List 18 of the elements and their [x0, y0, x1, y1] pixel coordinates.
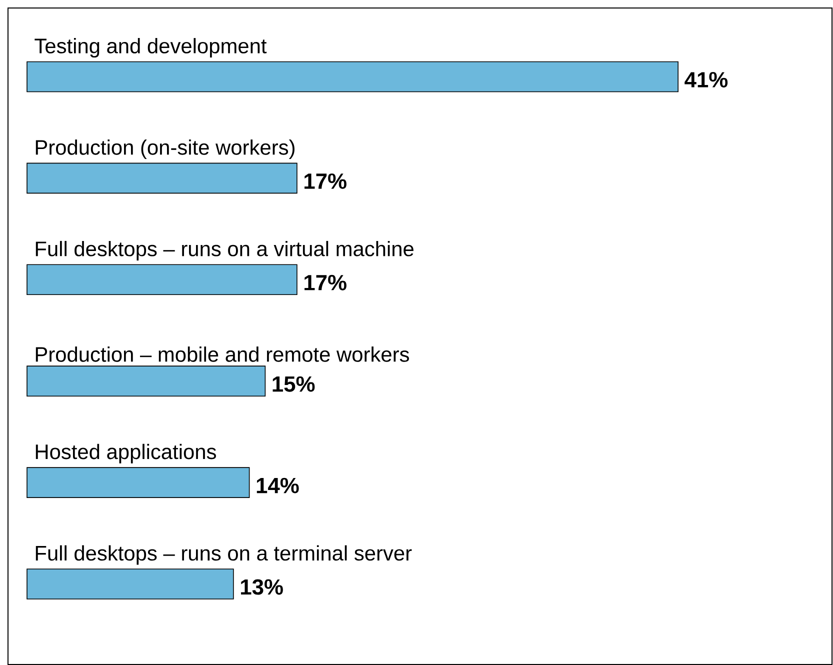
- data-label: 14%: [256, 478, 299, 494]
- bar: [26, 162, 298, 194]
- data-label: 15%: [272, 376, 315, 392]
- y-tick-label: Testing and development: [34, 38, 267, 58]
- data-label: 41%: [684, 72, 728, 88]
- data-label: 17%: [304, 274, 346, 290]
- bar: [26, 61, 678, 92]
- bar: [26, 568, 234, 600]
- bar: [26, 264, 298, 296]
- y-tick-label: Full desktops – runs on a terminal server: [36, 545, 412, 565]
- bar: [26, 467, 250, 498]
- bar: [26, 366, 266, 396]
- y-tick-label: Production – mobile and remote workers: [36, 346, 409, 362]
- y-tick-label: Production (on-site workers): [36, 139, 294, 159]
- data-label: 13%: [241, 579, 283, 595]
- y-tick-label: Full desktops – runs on a virtual machine: [36, 240, 414, 260]
- y-tick-label: Hosted applications: [36, 444, 216, 464]
- data-label: 17%: [304, 173, 346, 189]
